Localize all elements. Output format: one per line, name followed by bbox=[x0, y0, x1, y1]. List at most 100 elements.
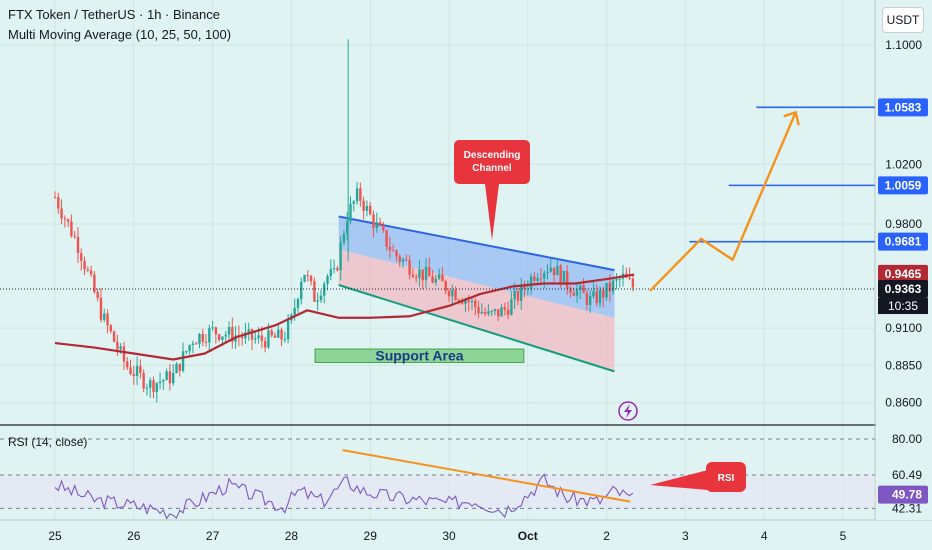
price-label-text: 1.0583 bbox=[885, 100, 922, 114]
channel-bottom-line bbox=[338, 284, 615, 373]
candle-body bbox=[608, 282, 612, 292]
candle-body bbox=[70, 221, 73, 237]
candle-body bbox=[585, 292, 589, 306]
candle-body bbox=[411, 274, 415, 277]
candle-body bbox=[280, 329, 283, 340]
price-label-box bbox=[878, 280, 928, 299]
candle-body bbox=[359, 188, 362, 201]
candle-body bbox=[391, 250, 395, 252]
candle-body bbox=[562, 270, 566, 285]
candle-body bbox=[319, 295, 323, 301]
candle-body bbox=[158, 381, 162, 384]
price-axis: 1.1000 1.0200 0.9800 0.9100 0.8850 0.8600 1.05… bbox=[876, 0, 932, 520]
candle-body bbox=[178, 363, 181, 371]
candle-body bbox=[329, 269, 332, 277]
candle-body bbox=[529, 276, 533, 289]
rsi-line bbox=[54, 473, 634, 520]
candle-body bbox=[106, 313, 109, 326]
candle-body bbox=[346, 221, 349, 234]
candle-body bbox=[602, 289, 605, 298]
candle-body bbox=[605, 282, 608, 298]
candle-body bbox=[76, 237, 80, 253]
candle-body bbox=[63, 218, 67, 220]
candle-body bbox=[257, 335, 260, 339]
price-label-box bbox=[878, 264, 928, 283]
candle-body bbox=[497, 309, 500, 317]
candle-body bbox=[326, 276, 329, 284]
candle-body bbox=[401, 259, 405, 262]
candle-body bbox=[474, 300, 477, 307]
time-tick-label: 25 bbox=[48, 529, 62, 543]
candle-body bbox=[454, 289, 457, 300]
candle-body bbox=[149, 380, 152, 388]
candle-body bbox=[208, 328, 211, 343]
rsi-label[interactable]: RSI (14, close) bbox=[8, 435, 88, 449]
lightning-bolt bbox=[624, 404, 632, 418]
candle-body bbox=[306, 274, 310, 276]
currency-button[interactable]: USDT bbox=[882, 7, 924, 33]
chart-title[interactable]: FTX Token / TetherUS · 1h · Binance bbox=[8, 7, 220, 22]
time-tick-label: 5 bbox=[840, 529, 847, 543]
time-tick-label: Oct bbox=[518, 529, 538, 543]
candle-body bbox=[53, 197, 57, 199]
candle-body bbox=[96, 292, 99, 298]
candle-body bbox=[598, 289, 602, 304]
candle-body bbox=[503, 307, 507, 310]
candle-body bbox=[447, 290, 451, 297]
callout-text: Descending bbox=[464, 150, 521, 161]
candle-body bbox=[569, 288, 572, 293]
candle-body bbox=[83, 260, 86, 270]
rsi-pane: RSI bbox=[0, 438, 875, 520]
candles bbox=[53, 39, 635, 403]
candle-body bbox=[89, 270, 93, 275]
candle-body bbox=[405, 259, 408, 261]
candle-body bbox=[483, 312, 487, 314]
price-tick-label: 1.1000 bbox=[885, 38, 922, 52]
price-tick-label: 0.8850 bbox=[885, 358, 922, 372]
descending-channel-callout: Descending Channel bbox=[454, 140, 638, 421]
channel-top-line bbox=[338, 215, 615, 272]
candle-body bbox=[162, 380, 165, 382]
rsi-tag-pointer bbox=[650, 470, 708, 490]
candle-body bbox=[510, 299, 513, 315]
candle-body bbox=[526, 288, 529, 290]
candle-body bbox=[323, 283, 326, 296]
candle-body bbox=[135, 366, 139, 376]
candle-body bbox=[277, 329, 280, 338]
candle-body bbox=[254, 338, 257, 340]
price-label-box bbox=[878, 232, 928, 251]
candle-body bbox=[539, 278, 543, 280]
candle-body bbox=[188, 345, 191, 352]
candle-body bbox=[549, 267, 552, 272]
grid bbox=[0, 0, 932, 521]
countdown-box bbox=[878, 298, 928, 315]
candle-body bbox=[168, 371, 172, 384]
candle-body bbox=[595, 291, 598, 304]
time-tick-label: 26 bbox=[127, 529, 141, 543]
candle-body bbox=[434, 278, 438, 283]
candle-body bbox=[556, 265, 559, 276]
candle-body bbox=[513, 291, 516, 300]
candle-body bbox=[293, 307, 296, 315]
candle-body bbox=[375, 222, 378, 229]
indicator-label[interactable]: Multi Moving Average (10, 25, 50, 100) bbox=[8, 27, 232, 42]
candle-body bbox=[615, 278, 618, 281]
candle-body bbox=[546, 271, 549, 273]
candle-body bbox=[424, 267, 428, 281]
candle-body bbox=[592, 291, 595, 297]
candle-body bbox=[300, 281, 303, 300]
candle-body bbox=[339, 242, 342, 271]
time-tick-label: 2 bbox=[603, 529, 610, 543]
rsi-axis-label: 80.00 bbox=[892, 432, 922, 446]
price-label-text: 0.9681 bbox=[885, 235, 922, 249]
candle-body bbox=[191, 343, 195, 346]
candle-body bbox=[152, 380, 155, 393]
candle-body bbox=[536, 278, 539, 281]
candle-body bbox=[142, 372, 145, 389]
candle-body bbox=[217, 334, 221, 340]
candle-body bbox=[543, 272, 546, 279]
time-axis: 25 26 27 28 29 30 Oct 2 3 4 5 bbox=[48, 529, 846, 543]
candle-body bbox=[342, 233, 346, 243]
candle-body bbox=[408, 260, 411, 275]
